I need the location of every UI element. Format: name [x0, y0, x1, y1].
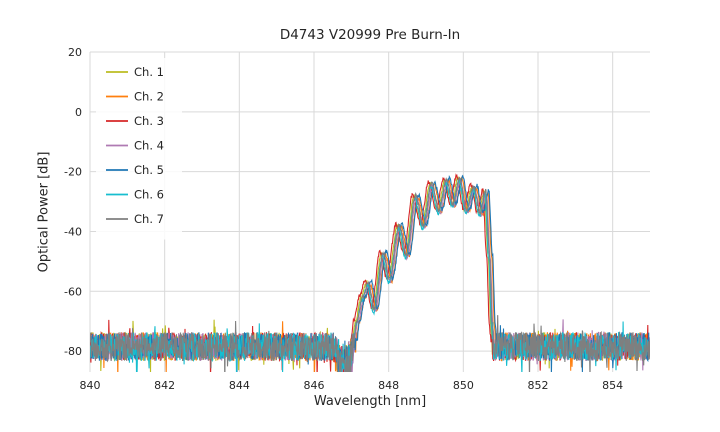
y-tick-label: -80 [64, 345, 82, 358]
legend: Ch. 1 Ch. 2 Ch. 3 Ch. 4 Ch. 5 Ch. 6 Ch. 7 [96, 58, 182, 240]
y-tick-label: 20 [68, 46, 82, 59]
x-tick-label: 850 [453, 379, 474, 392]
traces-group [90, 173, 650, 372]
legend-label: Ch. 7 [134, 212, 164, 226]
x-tick-label: 854 [602, 379, 623, 392]
legend-label: Ch. 1 [134, 65, 164, 79]
legend-label: Ch. 3 [134, 114, 164, 128]
plot-area [90, 52, 650, 372]
x-tick-label: 852 [528, 379, 549, 392]
x-axis-label: Wavelength [nm] [313, 394, 427, 409]
x-tick-label: 842 [154, 379, 175, 392]
legend-label: Ch. 6 [134, 188, 164, 202]
trace-ch-7 [90, 176, 650, 372]
legend-box [96, 58, 182, 240]
legend-label: Ch. 4 [134, 139, 164, 153]
x-tick-label: 846 [304, 379, 325, 392]
y-tick-label: -60 [64, 285, 82, 298]
x-tick-label: 848 [378, 379, 399, 392]
x-tick-label: 844 [229, 379, 250, 392]
chart-title: D4743 V20999 Pre Burn-In [279, 27, 461, 43]
y-tick-label: -40 [64, 225, 82, 238]
legend-label: Ch. 5 [134, 163, 164, 177]
legend-label: Ch. 2 [134, 90, 164, 104]
x-tick-label: 840 [80, 379, 101, 392]
y-tick-label: 0 [75, 106, 82, 119]
y-tick-label: -20 [64, 166, 82, 179]
